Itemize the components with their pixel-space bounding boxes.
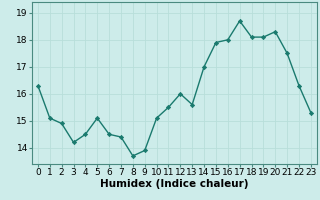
X-axis label: Humidex (Indice chaleur): Humidex (Indice chaleur)	[100, 179, 249, 189]
